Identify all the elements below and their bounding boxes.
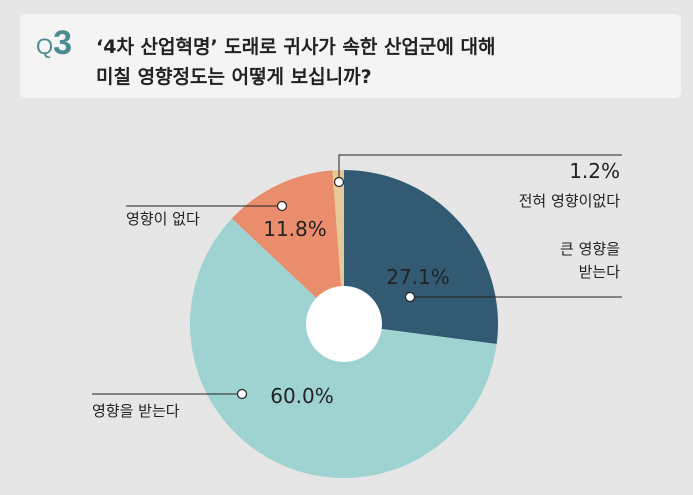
question-digit: 3	[53, 24, 73, 62]
question-text-line2: 미칠 영향정도는 어떻게 보십니까?	[96, 66, 372, 88]
leader-0-dot	[404, 291, 416, 303]
leader-lines	[92, 154, 622, 400]
question-number: Q3	[36, 24, 72, 63]
leader-1-dot	[236, 388, 248, 400]
donut-hole	[306, 286, 382, 362]
category-label-2: 영향이 없다	[126, 210, 200, 228]
slice-value-label-3: 1.2%	[569, 159, 620, 183]
leader-3-line	[338, 154, 622, 182]
pie-slice-0	[344, 170, 499, 345]
question-prefix: Q	[36, 34, 54, 59]
category-label-3: 전혀 영향이없다	[519, 192, 621, 210]
slice-value-label-0: 27.1%	[386, 265, 450, 289]
question-panel: Q3 ‘4차 산업혁명’ 도래로 귀사가 속한 산업군에 대해 미칠 영향정도는…	[20, 14, 681, 98]
slice-value-label-1: 60.0%	[270, 384, 334, 408]
category-label-0-line2: 받는다	[579, 263, 621, 281]
category-label-1: 영향을 받는다	[92, 402, 180, 420]
category-label-0-line1: 큰 영향을	[560, 240, 620, 258]
slice-value-label-2: 11.8%	[263, 217, 327, 241]
leader-2-dot	[276, 200, 288, 212]
question-text-line1: ‘4차 산업혁명’ 도래로 귀사가 속한 산업군에 대해	[96, 36, 496, 58]
leader-3-dot	[333, 176, 345, 188]
pie-slice-3	[332, 170, 344, 324]
pie-slice-2	[231, 170, 344, 324]
